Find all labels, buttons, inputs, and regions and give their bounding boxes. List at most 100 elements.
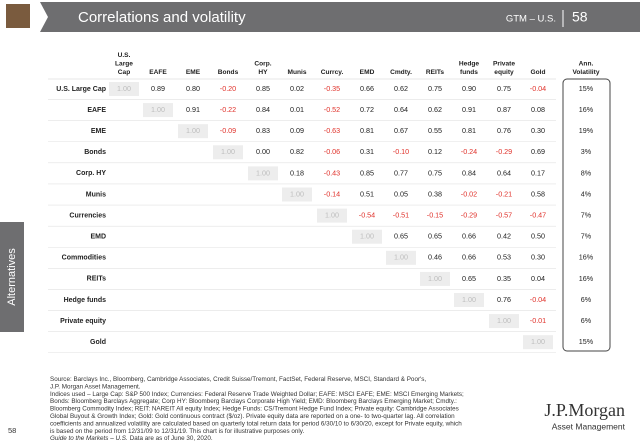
- row-label: Bonds: [84, 149, 106, 156]
- correlation-value: 0.30: [531, 126, 545, 135]
- correlation-value: 0.02: [290, 84, 304, 93]
- diagonal-cell: [352, 229, 382, 244]
- row-label: REITs: [87, 276, 106, 283]
- row-label: Hedge funds: [64, 297, 106, 304]
- volatility-value: 19%: [579, 126, 594, 135]
- correlation-value: -0.06: [324, 147, 340, 156]
- correlation-value: 0.69: [531, 147, 545, 156]
- row-label: Munis: [86, 191, 106, 198]
- row-label: EAFE: [87, 107, 106, 114]
- sidebar-label: Alternatives: [6, 248, 18, 306]
- diagonal-cell: [109, 82, 139, 96]
- correlation-value: 0.46: [428, 253, 442, 262]
- correlation-value: 0.89: [151, 84, 165, 93]
- correlation-value: 0.62: [394, 84, 408, 93]
- diagonal-cell: [454, 293, 484, 307]
- correlation-value: 0.35: [497, 274, 511, 283]
- row-label: EME: [91, 128, 107, 135]
- diagonal-cell: [420, 271, 450, 286]
- correlation-value: 0.31: [360, 147, 374, 156]
- correlation-value: 1.00: [256, 168, 270, 177]
- correlation-value: 0.58: [531, 189, 545, 198]
- logo-subtitle: Asset Management: [552, 421, 626, 431]
- row-label: Corp. HY: [76, 170, 106, 177]
- correlation-value: -0.15: [427, 211, 443, 220]
- correlation-value: 0.67: [394, 126, 408, 135]
- row-label: U.S. Large Cap: [56, 86, 106, 93]
- correlation-value: 0.84: [256, 105, 270, 114]
- correlation-value: 1.00: [428, 274, 442, 283]
- correlation-value: 0.91: [186, 105, 200, 114]
- correlation-value: 0.01: [290, 105, 304, 114]
- correlation-value: 0.84: [462, 168, 476, 177]
- column-header: Bonds: [218, 69, 239, 76]
- column-header: EMD: [360, 69, 375, 76]
- volatility-value: 7%: [581, 232, 592, 241]
- guide-date: Data are as of June 30, 2020.: [130, 435, 213, 442]
- footnote-line: J.P. Morgan Asset Management.: [50, 383, 141, 390]
- column-header: U.S.: [118, 52, 131, 59]
- footnote-line: Bonds: Bloomberg Barclays Aggregate; Cor…: [50, 398, 457, 405]
- volatility-value: 8%: [581, 168, 592, 177]
- logo-name: J.P.Morgan: [544, 400, 625, 420]
- correlation-value: 0.81: [360, 126, 374, 135]
- footnote-line: coefficients and annualized volatility a…: [50, 420, 462, 427]
- header-section: GTM – U.S.: [506, 14, 556, 25]
- correlation-value: 0.64: [497, 168, 511, 177]
- correlation-value: 0.65: [394, 232, 408, 241]
- column-header: HY: [258, 69, 268, 76]
- correlation-value: 0.00: [256, 147, 270, 156]
- sidebar: [0, 222, 24, 332]
- column-header: Hedge: [459, 60, 479, 67]
- correlation-value: 0.85: [360, 168, 374, 177]
- diagonal-cell: [143, 103, 173, 118]
- volatility-value: 16%: [579, 105, 594, 114]
- correlation-value: 0.05: [394, 189, 408, 198]
- correlation-value: 0.81: [462, 126, 476, 135]
- correlation-value: 0.83: [256, 126, 270, 135]
- correlation-value: -0.14: [324, 189, 340, 198]
- column-header: equity: [494, 69, 514, 76]
- correlation-value: 0.66: [360, 84, 374, 93]
- footnote-line: Bloomberg Commodity Index; REIT: NAREIT …: [50, 406, 459, 413]
- correlation-value: 0.65: [428, 232, 442, 241]
- row-label: Commodities: [62, 255, 106, 262]
- correlation-value: -0.63: [324, 126, 340, 135]
- volatility-value: 16%: [579, 253, 594, 262]
- volatility-header: Ann.: [579, 60, 594, 67]
- correlation-value: 0.53: [497, 253, 511, 262]
- correlation-value: 0.66: [462, 253, 476, 262]
- diagonal-cell: [523, 335, 553, 350]
- column-header: Corp.: [254, 60, 271, 67]
- column-header: EME: [186, 69, 201, 76]
- correlation-value: -0.57: [496, 211, 512, 220]
- correlation-value: 0.76: [497, 126, 511, 135]
- footnote-line: Indices used – Large Cap: S&P 500 Index;…: [50, 391, 464, 398]
- column-header: Currcy.: [321, 69, 344, 76]
- correlation-value: 1.00: [394, 253, 408, 262]
- page-number: 58: [8, 426, 16, 435]
- diagonal-cell: [489, 314, 519, 329]
- diagonal-cell: [178, 124, 208, 139]
- diagonal-cell: [213, 145, 243, 160]
- correlation-value: -0.22: [220, 105, 236, 114]
- correlation-value: 0.91: [462, 105, 476, 114]
- correlation-value: -0.24: [461, 147, 477, 156]
- correlation-value: 1.00: [221, 147, 235, 156]
- footnote: Source: Barclays Inc., Bloomberg, Cambri…: [50, 376, 464, 442]
- correlation-value: 0.90: [462, 84, 476, 93]
- correlation-value: 0.55: [428, 126, 442, 135]
- correlation-value: 0.87: [497, 105, 511, 114]
- correlation-value: 1.00: [186, 126, 200, 135]
- correlation-value: 0.85: [256, 84, 270, 93]
- correlation-value: -0.43: [324, 168, 340, 177]
- correlation-value: 0.76: [497, 295, 511, 304]
- volatility-value: 3%: [581, 147, 592, 156]
- correlation-value: 0.18: [290, 168, 304, 177]
- column-header: funds: [460, 69, 478, 76]
- correlation-value: 0.64: [394, 105, 408, 114]
- column-header: Cmdty.: [390, 69, 412, 76]
- correlation-value: 0.77: [394, 168, 408, 177]
- volatility-value: 15%: [579, 84, 594, 93]
- header-title: Correlations and volatility: [78, 9, 246, 26]
